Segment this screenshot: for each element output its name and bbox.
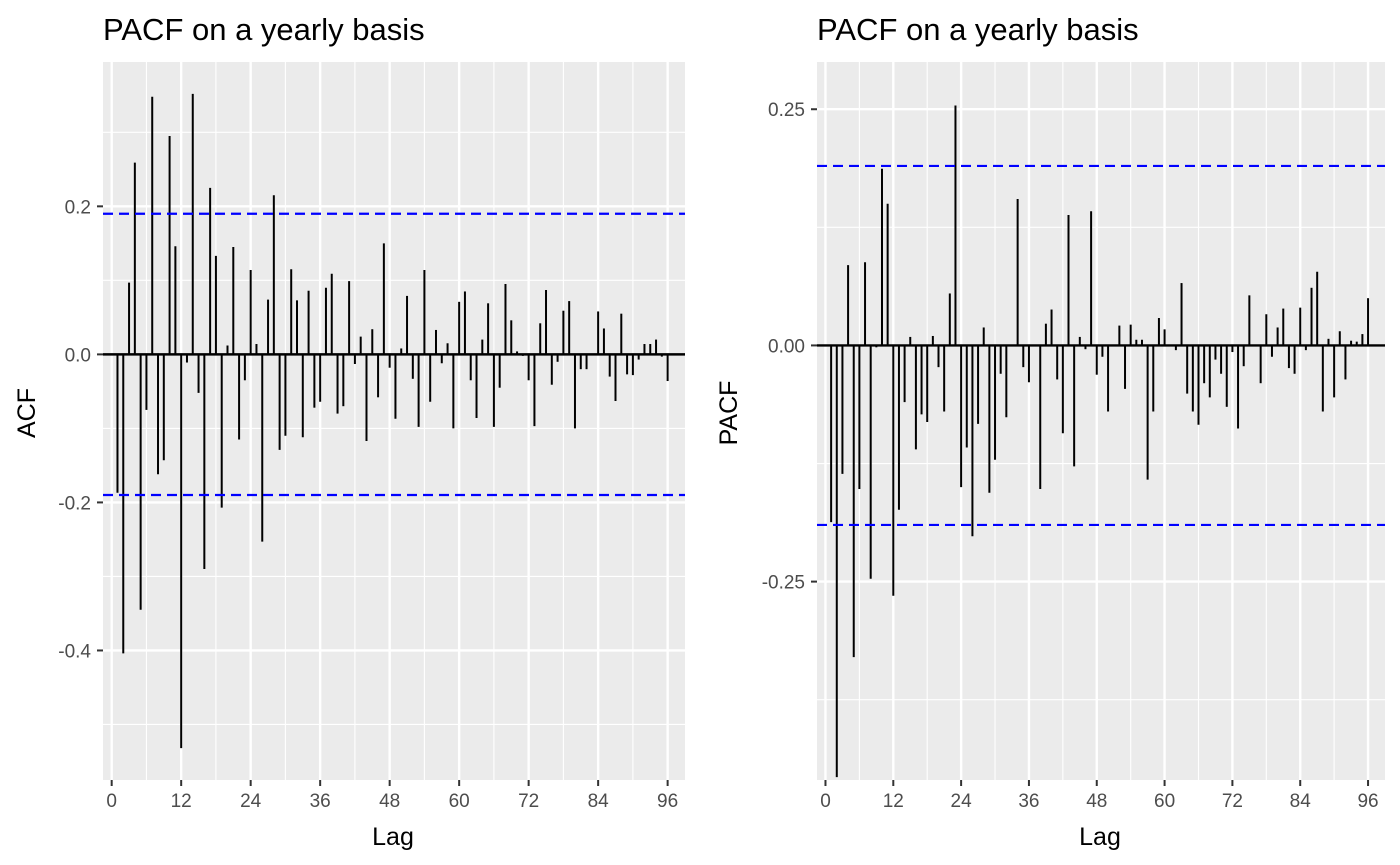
x-tick-label: 36 bbox=[310, 791, 331, 812]
y-tick-label: 0.25 bbox=[768, 100, 805, 121]
pacf-panel: PACF on a yearly basis Lag PACF 0 12 24 36 4… bbox=[715, 12, 1385, 851]
pacf-plot-background bbox=[817, 62, 1385, 780]
x-tick-label: 84 bbox=[1290, 791, 1312, 812]
x-tick-label: 48 bbox=[379, 791, 400, 812]
x-tick-label: 0 bbox=[820, 791, 831, 812]
y-tick-label: 0.0 bbox=[65, 345, 91, 366]
x-tick-label: 84 bbox=[588, 791, 610, 812]
x-tick-label: 72 bbox=[518, 791, 539, 812]
pacf-chart-title: PACF on a yearly basis bbox=[817, 12, 1139, 47]
x-tick-label: 60 bbox=[449, 791, 470, 812]
x-tick-label: 96 bbox=[1357, 791, 1378, 812]
y-tick-label: 0.2 bbox=[65, 197, 91, 218]
acf-chart-title: PACF on a yearly basis bbox=[103, 12, 425, 47]
y-tick-label: -0.2 bbox=[58, 493, 91, 514]
y-tick-label: -0.4 bbox=[58, 641, 91, 662]
x-tick-label: 24 bbox=[951, 791, 973, 812]
x-tick-label: 48 bbox=[1086, 791, 1107, 812]
x-tick-label: 0 bbox=[106, 791, 117, 812]
x-tick-label: 60 bbox=[1154, 791, 1175, 812]
x-tick-label: 36 bbox=[1018, 791, 1039, 812]
acf-plot-background bbox=[103, 62, 685, 780]
pacf-y-axis-title: PACF bbox=[715, 381, 743, 446]
x-tick-label: 12 bbox=[171, 791, 192, 812]
acf-panel: PACF on a yearly basis Lag ACF 0 12 24 36 48… bbox=[13, 12, 685, 851]
y-tick-label: 0.00 bbox=[768, 336, 805, 357]
acf-x-axis-title: Lag bbox=[372, 823, 414, 851]
x-tick-label: 24 bbox=[240, 791, 262, 812]
x-tick-label: 12 bbox=[883, 791, 904, 812]
y-tick-label: -0.25 bbox=[762, 573, 805, 594]
acf-bars bbox=[116, 93, 669, 749]
acf-y-axis-title: ACF bbox=[13, 388, 41, 438]
x-tick-label: 72 bbox=[1222, 791, 1243, 812]
pacf-bars bbox=[830, 105, 1370, 778]
x-tick-label: 96 bbox=[657, 791, 678, 812]
pacf-x-axis-title: Lag bbox=[1079, 823, 1121, 851]
